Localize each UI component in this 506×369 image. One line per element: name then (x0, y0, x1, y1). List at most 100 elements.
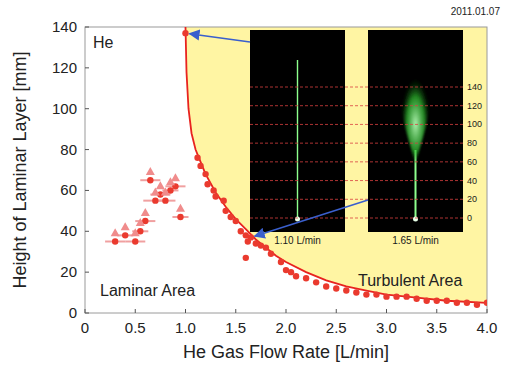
y-tick (85, 27, 89, 28)
point (413, 296, 419, 302)
x-tick (487, 309, 488, 313)
point (268, 251, 274, 257)
point (112, 238, 118, 244)
axes: 00.51.01.52.02.53.03.54.0020406080100120… (10, 18, 497, 362)
x-tick (85, 309, 86, 313)
jet-glow (296, 58, 300, 220)
point (288, 269, 294, 275)
point (424, 298, 430, 304)
triangle-point (141, 208, 150, 216)
x-tick-label: 2.5 (326, 319, 347, 336)
point (147, 177, 153, 183)
x-tick-label: 4.0 (477, 319, 498, 336)
y-tick-label: 60 (60, 181, 77, 198)
y-tick-label: 20 (60, 263, 77, 280)
y-tick (85, 67, 89, 68)
inset-height-label: 0 (467, 213, 472, 223)
point (278, 259, 284, 265)
point (373, 291, 379, 297)
gas-label: He (93, 34, 114, 51)
point (220, 197, 226, 203)
inset-image (250, 30, 345, 232)
y-tick-label: 100 (52, 100, 77, 117)
x-axis-title: He Gas Flow Rate [L/min] (183, 342, 389, 362)
page: {"chart_data": { "type": "scatter", "x_l… (0, 0, 506, 369)
inset-height-line (250, 143, 463, 144)
y-tick-label: 0 (69, 304, 77, 321)
plot-frame (85, 27, 487, 313)
point (162, 197, 168, 203)
point (484, 300, 487, 306)
y-tick (85, 190, 89, 191)
point (464, 300, 470, 306)
turbulent-area (186, 27, 488, 303)
turbulent-label: Turbulent Area (358, 272, 462, 289)
point (434, 298, 440, 304)
jet-nozzle (413, 217, 418, 222)
point (132, 238, 138, 244)
inset-height-label: 20 (467, 194, 477, 204)
triangle-point (146, 167, 155, 175)
point (177, 214, 183, 220)
arrow (189, 34, 250, 42)
jet-plume (401, 74, 431, 165)
point (343, 287, 349, 293)
inset-height-label: 140 (467, 82, 482, 92)
inset-height-line (250, 87, 463, 88)
inset-height-line (250, 105, 463, 106)
point (202, 171, 208, 177)
point (212, 193, 218, 199)
x-tick-label: 3.5 (426, 319, 447, 336)
x-tick (436, 309, 437, 313)
point (243, 255, 249, 261)
x-tick-label: 0.5 (125, 319, 146, 336)
point (363, 291, 369, 297)
inset-label: 1.10 L/min (274, 235, 321, 246)
jet-nozzle (295, 217, 300, 222)
x-tick-label: 0 (81, 319, 89, 336)
x-tick (135, 309, 136, 313)
triangle-point (176, 204, 185, 212)
point (197, 163, 203, 169)
y-tick-label: 40 (60, 222, 77, 239)
inset-height-line (250, 199, 463, 200)
inset-height-line (250, 161, 463, 162)
inset-height-line (250, 124, 463, 125)
point (403, 293, 409, 299)
inset-height-label: 100 (467, 119, 482, 129)
y-tick (85, 108, 89, 109)
y-tick-label: 120 (52, 59, 77, 76)
point (228, 214, 234, 220)
y-tick (85, 231, 89, 232)
arrow (255, 200, 368, 236)
inset-height-line (250, 218, 463, 219)
point (454, 300, 460, 306)
jet (297, 60, 298, 220)
boundary-line (186, 27, 488, 303)
point (204, 181, 210, 187)
point (152, 197, 158, 203)
point (293, 273, 299, 279)
inset-height-line (250, 180, 463, 181)
x-tick-label: 1.0 (175, 319, 196, 336)
triangle-point (111, 228, 120, 236)
triangle-point (161, 187, 170, 195)
inset-height-label: 60 (467, 157, 477, 167)
inset-height-label: 40 (467, 176, 477, 186)
insets: 1.10 L/min1.65 L/min020406080100120140 (250, 30, 482, 246)
point (444, 298, 450, 304)
x-tick-label: 3.0 (376, 319, 397, 336)
date-label: 2011.01.07 (451, 6, 501, 17)
inset-height-label: 80 (467, 138, 477, 148)
x-tick-label: 2.0 (276, 319, 297, 336)
point (333, 285, 339, 291)
x-tick (336, 309, 337, 313)
data-group (105, 27, 487, 308)
x-tick (386, 309, 387, 313)
x-tick (235, 309, 236, 313)
point (182, 30, 188, 36)
point (248, 234, 254, 240)
triangle-point (131, 228, 140, 236)
point (383, 293, 389, 299)
point (263, 244, 269, 250)
